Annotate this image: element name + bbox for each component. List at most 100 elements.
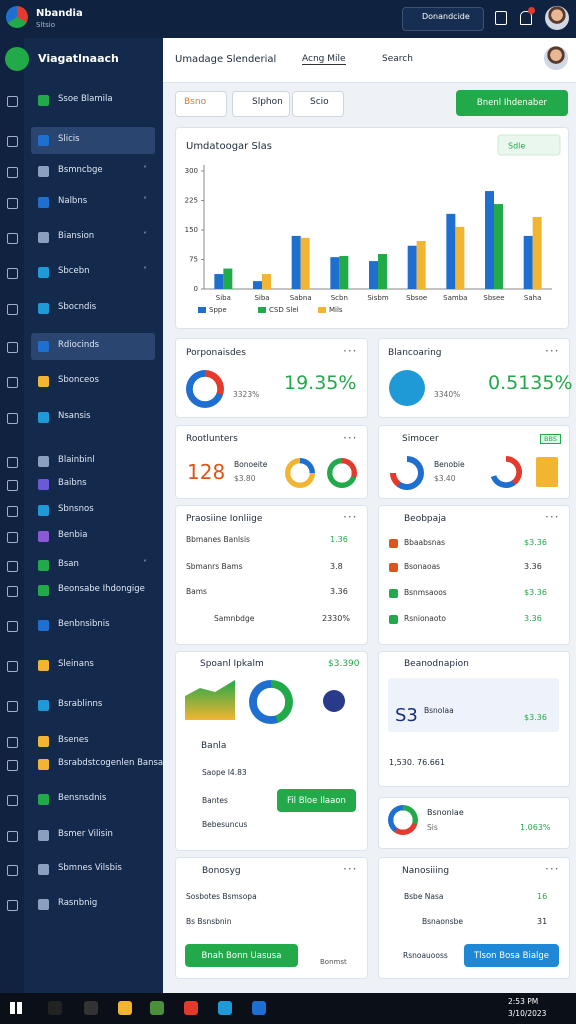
sidebar-item[interactable]: Benbnsibnis (58, 619, 110, 629)
row-label: Bbmanes Banlsis (186, 535, 250, 544)
sidebar-selected[interactable] (31, 127, 155, 154)
sidebar-item[interactable]: Bsmer Vilisin (58, 829, 113, 839)
card-big: 0.5135% (488, 372, 573, 394)
sidebar-item[interactable]: Bsrablinns (58, 699, 103, 709)
sidebar-item[interactable]: Bsenes (58, 735, 89, 745)
sidebar-item[interactable]: Bsmncbge (58, 165, 103, 175)
rail-icon[interactable] (7, 865, 18, 876)
rail-icon[interactable] (7, 198, 18, 209)
start-icon[interactable] (10, 1002, 22, 1014)
range-select[interactable] (497, 134, 561, 156)
taskbar-icon[interactable] (84, 1001, 98, 1015)
more-menu[interactable]: ··· (343, 862, 358, 876)
x-tick-label: Siba (216, 294, 231, 302)
sidebar-item[interactable]: Nalbns (58, 196, 88, 206)
rail-icon[interactable] (7, 167, 18, 178)
taskbar-icon[interactable] (218, 1001, 232, 1015)
sidebar-item[interactable]: Bsrabdstcogenlen Bansa (58, 758, 164, 768)
more-menu[interactable]: ··· (545, 344, 560, 358)
rail-icon[interactable] (7, 96, 18, 107)
rail-icon[interactable] (7, 342, 18, 353)
rail-icon[interactable] (7, 268, 18, 279)
sidebar-item[interactable]: Baibns (58, 478, 87, 488)
legend-swatch (198, 307, 206, 313)
taskbar-icon[interactable] (150, 1001, 164, 1015)
sidebar-item[interactable]: Nsansis (58, 411, 91, 421)
taskbar-icon[interactable] (252, 1001, 266, 1015)
sidebar-item[interactable]: Biansion (58, 231, 95, 241)
button[interactable]: Tlson Bosa Bialge (464, 944, 559, 967)
share-button[interactable] (292, 91, 344, 117)
rail-icon[interactable] (7, 586, 18, 597)
row-label: Bsonaoas (404, 562, 441, 571)
y-tick-label: 75 (189, 256, 198, 264)
bar (494, 204, 503, 289)
rail-icon[interactable] (7, 701, 18, 712)
rail-icon[interactable] (7, 413, 18, 424)
sidebar-item[interactable]: Ssoe Blamila (58, 94, 113, 104)
sidebar-item[interactable]: Beonsabe Ihdongige (58, 584, 145, 594)
rail-icon[interactable] (7, 136, 18, 147)
row-icon (389, 589, 398, 598)
legend-label: Mils (329, 306, 343, 314)
rail-icon[interactable] (7, 831, 18, 842)
sidebar-item[interactable]: Sbocndis (58, 302, 97, 312)
export-button[interactable] (232, 91, 290, 117)
tab[interactable]: Acng Mile (302, 54, 346, 65)
sidebar-item[interactable]: Sbcebn (58, 266, 90, 276)
legend-label: Sppe (209, 306, 227, 314)
sidebar-item[interactable]: Sbonceos (58, 375, 99, 385)
bar (330, 257, 340, 289)
sidebar-item[interactable]: Bsan (58, 559, 79, 569)
account-select[interactable] (402, 7, 484, 31)
sidebar-icon (38, 830, 49, 841)
more-menu[interactable]: ··· (343, 510, 358, 524)
sidebar-item[interactable]: Slicis (58, 134, 80, 144)
sidebar-item[interactable]: Rdiocinds (58, 340, 100, 350)
rail-icon[interactable] (7, 737, 18, 748)
rail-icon[interactable] (7, 561, 18, 572)
icon[interactable] (495, 11, 507, 25)
rail-icon[interactable] (7, 304, 18, 315)
rail-icon[interactable] (7, 480, 18, 491)
bar (300, 237, 310, 289)
rail-icon[interactable] (7, 661, 18, 672)
rail-icon[interactable] (7, 233, 18, 244)
more-menu[interactable]: ··· (545, 862, 560, 876)
more-menu[interactable]: ··· (343, 344, 358, 358)
range-label: Sdle (508, 142, 525, 151)
rail-icon[interactable] (7, 532, 18, 543)
more-menu[interactable]: ··· (545, 510, 560, 524)
taskbar-icon[interactable] (184, 1001, 198, 1015)
taskbar-icon[interactable] (118, 1001, 132, 1015)
rail-icon[interactable] (7, 760, 18, 771)
button[interactable]: Fil Bloe Ilaaon (277, 789, 356, 812)
sidebar-selected[interactable] (31, 333, 155, 360)
donut-icon (249, 680, 293, 724)
sidebar-item[interactable]: Sleinans (58, 659, 94, 669)
taskbar-icon[interactable] (48, 1001, 62, 1015)
button[interactable]: Bnah Bonn Uasusa (185, 944, 298, 967)
sidebar-item[interactable]: Sbnsnos (58, 504, 94, 514)
sidebar (0, 38, 163, 993)
sidebar-item[interactable]: Sbmnes Vilsbis (58, 863, 122, 873)
rail-icon[interactable] (7, 457, 18, 468)
filter-button[interactable] (175, 91, 227, 117)
rail-icon[interactable] (7, 377, 18, 388)
sidebar-item[interactable]: Benbia (58, 530, 88, 540)
link[interactable]: Bonmst (320, 958, 347, 966)
rail-icon[interactable] (7, 506, 18, 517)
primary-button[interactable]: Bnenl Ihdenaber (456, 90, 568, 116)
more-menu[interactable]: ··· (343, 431, 358, 445)
rail-icon[interactable] (7, 795, 18, 806)
avatar[interactable] (544, 46, 568, 70)
bell[interactable] (520, 11, 532, 25)
sidebar-item[interactable]: Blainbinl (58, 455, 95, 465)
avatar[interactable] (545, 6, 569, 30)
search[interactable]: Search (382, 54, 413, 64)
sidebar-item[interactable]: Bensnsdnis (58, 793, 107, 803)
card-title: Beanodnapion (404, 659, 469, 669)
sidebar-item[interactable]: Rasnbnig (58, 898, 98, 908)
rail-icon[interactable] (7, 621, 18, 632)
rail-icon[interactable] (7, 900, 18, 911)
